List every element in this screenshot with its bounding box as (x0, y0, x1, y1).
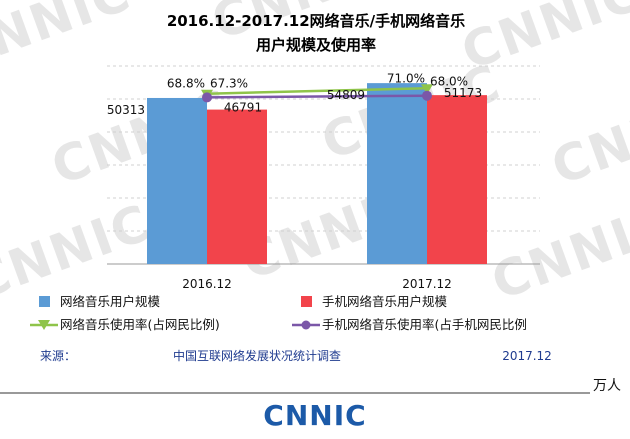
legend-item-2: 网络音乐使用率(占网民比例) (30, 317, 220, 332)
rate-marker-1-0 (202, 92, 212, 103)
bar-label-1-1: 51173 (444, 86, 482, 100)
bar-mobile-music-0 (207, 109, 267, 265)
rate-label-1-0: 67.3% (210, 76, 248, 90)
bar-label-0-1: 54809 (327, 88, 365, 102)
data-labels-layer: 50313 54809 46791 51173 68.8% 71.0% 67.3% 68.0% (107, 71, 482, 117)
x-tick-1: 2017.12 (402, 277, 452, 291)
rate-line-1 (206, 94, 428, 99)
legend-swatch-1 (301, 296, 312, 307)
legend-label-0: 网络音乐用户规模 (60, 294, 161, 309)
cnnic-logo: CNNIC (263, 399, 366, 432)
legend-swatch-0 (39, 296, 50, 307)
x-axis: 2016.12 2017.12 (182, 277, 452, 291)
rate-label-0-1: 71.0% (387, 71, 425, 85)
rate-label-0-0: 68.8% (167, 77, 205, 91)
legend-marker-3 (301, 320, 311, 330)
legend-item-1: 手机网络音乐用户规模 (301, 294, 448, 309)
source-date: 2017.12 (502, 349, 552, 363)
lines-layer (201, 84, 433, 103)
bars-layer (147, 83, 487, 265)
rate-marker-1-1 (422, 90, 432, 101)
bar-label-0-0: 50313 (107, 103, 145, 117)
rate-label-1-1: 68.0% (430, 75, 468, 89)
source-label: 来源： (40, 349, 76, 363)
bar-mobile-music-1 (427, 95, 487, 265)
watermark-8: CNNIC (484, 193, 630, 311)
watermark-0: CNNIC (0, 0, 139, 81)
watermark-5: CNNIC (544, 78, 630, 196)
chart-title-line2: 用户规模及使用率 (256, 36, 376, 54)
source-name: 中国互联网络发展状况统计调查 (173, 348, 341, 363)
bar-label-1-0: 46791 (224, 101, 262, 115)
rate-line-0 (206, 87, 428, 95)
chart-title-line1: 2016.12-2017.12网络音乐/手机网络音乐 (167, 12, 465, 30)
legend-label-1: 手机网络音乐用户规模 (322, 294, 448, 309)
legend-marker-2 (38, 320, 50, 330)
legend-label-2: 网络音乐使用率(占网民比例) (60, 317, 220, 332)
rate-marker-0-1 (421, 84, 433, 95)
x-tick-0: 2016.12 (182, 277, 232, 291)
legend-label-3: 手机网络音乐使用率(占手机网民比例 (322, 317, 527, 332)
bar-music-0 (147, 97, 207, 264)
unit-label: 万人 (593, 378, 621, 394)
legend-item-0: 网络音乐用户规模 (39, 294, 161, 309)
legend-item-3: 手机网络音乐使用率(占手机网民比例 (292, 317, 527, 332)
bar-music-1 (367, 83, 427, 264)
